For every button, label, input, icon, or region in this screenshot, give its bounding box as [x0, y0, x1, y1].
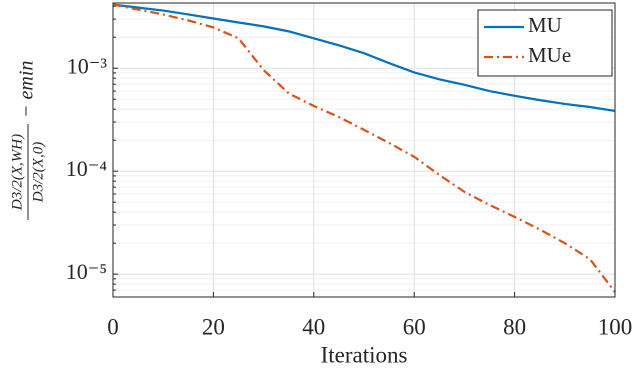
x-axis-label: Iterations	[321, 342, 408, 367]
series-line	[112, 3, 616, 293]
legend: MU MUe	[477, 9, 613, 77]
x-tick-label: 80	[503, 314, 526, 339]
y-label-numerator: D3/2(X,WH)	[9, 134, 25, 211]
legend-box	[477, 9, 613, 77]
x-tick-label: 40	[302, 314, 325, 339]
series-line	[112, 3, 616, 112]
legend-label: MUe	[528, 43, 571, 67]
y-tick-label: 10⁻³	[67, 53, 108, 78]
legend-label: MU	[528, 13, 562, 37]
y-axis-label: D3/2(X,WH) D3/2(X,0) − emin	[9, 61, 46, 220]
y-label-suffix: − emin	[16, 61, 38, 118]
y-tick-label: 10⁻⁴	[66, 156, 108, 181]
y-tick-label: 10⁻⁵	[66, 259, 107, 284]
x-tick-label: 20	[202, 314, 225, 339]
x-tick-label: 0	[107, 314, 119, 339]
axes-box	[112, 2, 616, 298]
x-tick-label: 100	[598, 314, 633, 339]
x-tick-label: 60	[403, 314, 426, 339]
y-label-denominator: D3/2(X,0)	[30, 142, 46, 203]
